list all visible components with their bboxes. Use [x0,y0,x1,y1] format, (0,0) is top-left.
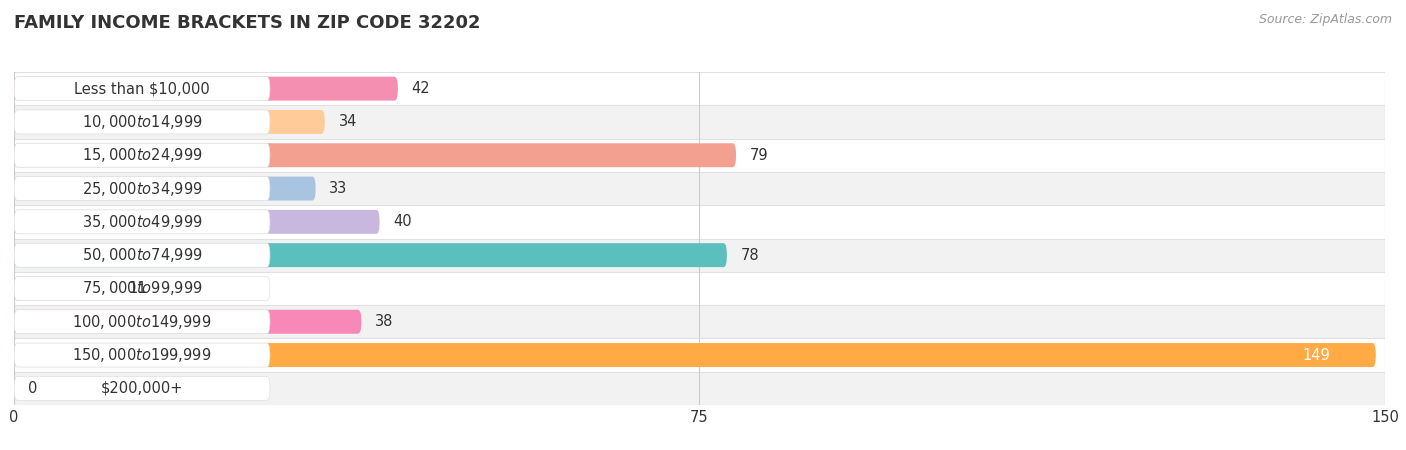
Text: 34: 34 [339,114,357,130]
Text: $35,000 to $49,999: $35,000 to $49,999 [82,213,202,231]
Text: 11: 11 [128,281,146,296]
FancyBboxPatch shape [14,343,270,367]
FancyBboxPatch shape [14,210,270,234]
Bar [14,305,1385,338]
Text: $100,000 to $149,999: $100,000 to $149,999 [72,313,212,331]
FancyBboxPatch shape [14,176,316,201]
Text: $25,000 to $34,999: $25,000 to $34,999 [82,180,202,198]
Text: FAMILY INCOME BRACKETS IN ZIP CODE 32202: FAMILY INCOME BRACKETS IN ZIP CODE 32202 [14,14,481,32]
FancyBboxPatch shape [14,76,270,101]
FancyBboxPatch shape [14,243,270,267]
Text: $75,000 to $99,999: $75,000 to $99,999 [82,279,202,297]
FancyBboxPatch shape [14,110,325,134]
Bar [14,139,1385,172]
Text: 0: 0 [28,381,37,396]
FancyBboxPatch shape [14,276,270,301]
Text: 33: 33 [329,181,347,196]
FancyBboxPatch shape [14,110,270,134]
Text: $15,000 to $24,999: $15,000 to $24,999 [82,146,202,164]
Text: Less than $10,000: Less than $10,000 [75,81,209,96]
FancyBboxPatch shape [14,310,270,334]
FancyBboxPatch shape [14,76,398,101]
Text: 149: 149 [1302,347,1330,363]
Bar [14,105,1385,139]
Bar [14,72,1385,105]
Text: Source: ZipAtlas.com: Source: ZipAtlas.com [1258,14,1392,27]
FancyBboxPatch shape [14,143,270,167]
Text: $150,000 to $199,999: $150,000 to $199,999 [72,346,212,364]
FancyBboxPatch shape [14,343,1376,367]
Bar [14,338,1385,372]
FancyBboxPatch shape [14,143,737,167]
FancyBboxPatch shape [14,376,270,400]
Text: 38: 38 [375,314,394,329]
FancyBboxPatch shape [14,176,270,201]
Text: 42: 42 [412,81,430,96]
FancyBboxPatch shape [14,210,380,234]
Text: 79: 79 [749,148,768,163]
Text: $50,000 to $74,999: $50,000 to $74,999 [82,246,202,264]
Bar [14,205,1385,239]
FancyBboxPatch shape [14,276,115,301]
Bar [14,272,1385,305]
FancyBboxPatch shape [14,310,361,334]
Text: 40: 40 [394,214,412,230]
FancyBboxPatch shape [14,243,727,267]
Bar [14,238,1385,272]
Bar [14,172,1385,205]
Text: $200,000+: $200,000+ [101,381,183,396]
Text: $10,000 to $14,999: $10,000 to $14,999 [82,113,202,131]
Text: 78: 78 [741,248,759,263]
Bar [14,372,1385,405]
